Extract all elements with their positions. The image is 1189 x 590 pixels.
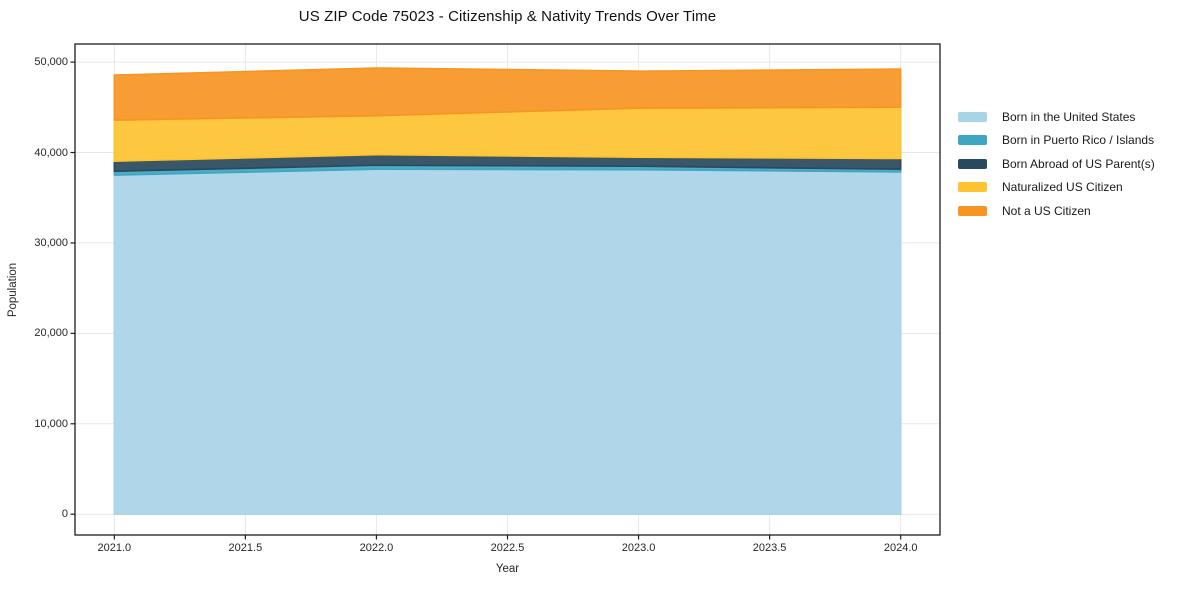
y-tick-label: 30,000 [34, 236, 68, 249]
legend-item: Naturalized US Citizen [958, 176, 1155, 200]
x-tick-label: 2021.0 [97, 542, 132, 554]
x-tick-label: 2022.5 [490, 542, 525, 554]
legend-swatch-icon [958, 111, 987, 122]
legend-swatch-icon [958, 158, 987, 169]
legend-item: Not a US Citizen [958, 199, 1155, 223]
y-tick-label: 20,000 [34, 327, 68, 340]
x-tick-label: 2023.0 [621, 542, 656, 554]
y-tick-label: 10,000 [34, 417, 68, 430]
legend-label: Born in the United States [1002, 109, 1136, 124]
legend: Born in the United States Born in Puerto … [958, 105, 1155, 223]
legend-label: Born Abroad of US Parent(s) [1002, 156, 1155, 171]
legend-item: Born in the United States [958, 105, 1155, 129]
y-tick-label: 40,000 [34, 146, 68, 159]
x-axis-label: Year [495, 563, 520, 575]
legend-swatch-icon [958, 205, 987, 216]
x-tick-label: 2021.5 [228, 542, 263, 554]
legend-item: Born in Puerto Rico / Islands [958, 129, 1155, 153]
area-series [113, 67, 902, 121]
y-tick-label: 0 [61, 508, 68, 521]
y-tick-label: 50,000 [34, 56, 68, 69]
legend-item: Born Abroad of US Parent(s) [958, 152, 1155, 176]
stacked-areas [113, 67, 902, 516]
x-tick-label: 2023.5 [752, 542, 787, 554]
x-tick-label: 2024.0 [883, 542, 918, 554]
tick-marks [70, 61, 902, 540]
y-axis-label: Population [7, 262, 19, 318]
chart-title: US ZIP Code 75023 - Citizenship & Nativi… [298, 8, 717, 25]
legend-swatch-icon [958, 182, 987, 193]
legend-label: Naturalized US Citizen [1002, 180, 1123, 195]
area-series [113, 168, 902, 516]
legend-label: Not a US Citizen [1002, 203, 1091, 218]
legend-swatch-icon [958, 135, 987, 146]
x-tick-label: 2022.0 [359, 542, 394, 554]
legend-label: Born in Puerto Rico / Islands [1002, 133, 1155, 148]
